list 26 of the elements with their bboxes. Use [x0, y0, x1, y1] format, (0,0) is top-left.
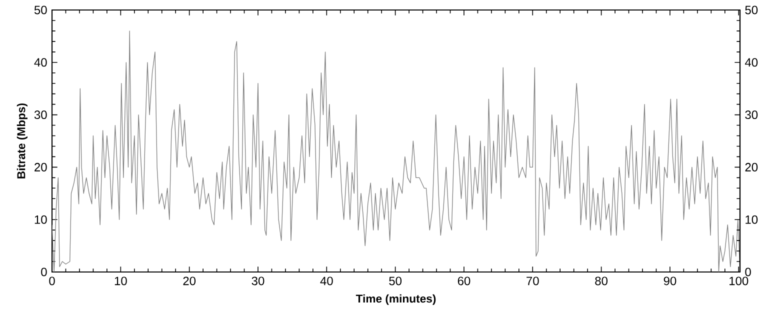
y-tick-label: 30 — [34, 110, 47, 120]
y-axis-title: Bitrate (Mbps) — [16, 103, 28, 178]
y2-tick-label: 10 — [746, 215, 758, 224]
x-tick-label: 60 — [458, 276, 470, 286]
x-tick-label: 80 — [595, 276, 608, 286]
x-tick-label: 20 — [183, 276, 196, 286]
y2-tick-label: 30 — [745, 110, 758, 120]
line-series — [52, 30, 740, 272]
x-tick-label: 0 — [49, 276, 55, 286]
x-tick-label: 70 — [526, 276, 539, 286]
x-axis-title: Time (minutes) — [356, 294, 436, 305]
x-tick-label: 40 — [320, 276, 333, 286]
y2-tick-label: 0 — [745, 268, 751, 276]
x-tick-label: 50 — [389, 276, 402, 286]
y-tick-label: 50 — [34, 6, 47, 14]
x-tick-label: 10 — [114, 276, 127, 286]
x-tick-label: 90 — [664, 276, 676, 286]
y-tick-label: 40 — [34, 58, 47, 67]
y2-tick-label: 50 — [745, 6, 758, 14]
y-tick-label: 20 — [34, 162, 47, 172]
x-tick-label: 30 — [252, 276, 264, 286]
y2-tick-label: 40 — [744, 58, 758, 67]
y-tick-label: 0 — [41, 268, 47, 276]
x-tick-label: 100 — [730, 276, 748, 286]
y-tick-label: 10 — [34, 215, 47, 224]
y2-tick-label: 20 — [745, 162, 758, 172]
